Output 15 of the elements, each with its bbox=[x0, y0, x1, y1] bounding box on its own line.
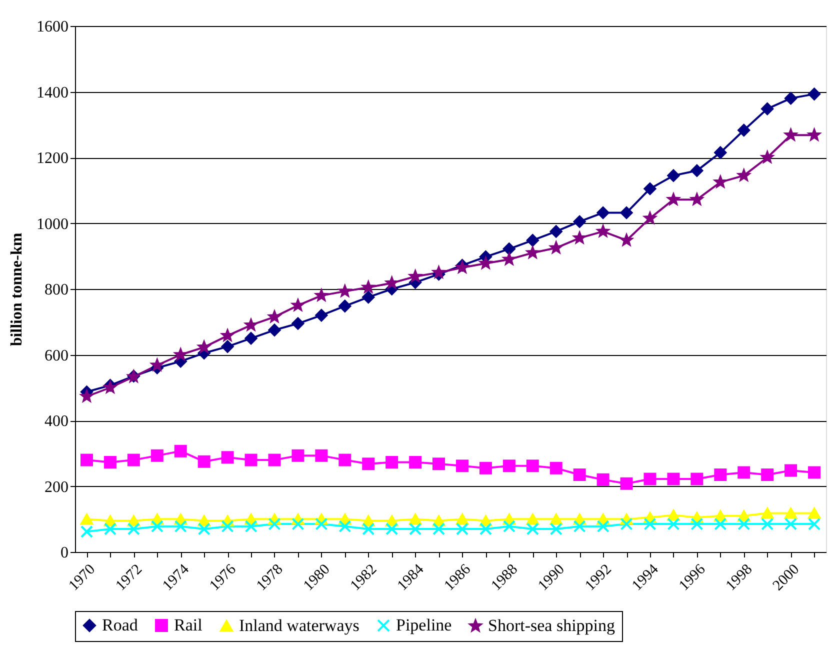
legend-label: Pipeline bbox=[396, 616, 452, 635]
y-axis-title: billion tonne-km bbox=[8, 232, 26, 346]
y-tick-label: 1600 bbox=[36, 18, 68, 36]
legend-label: Road bbox=[102, 616, 138, 635]
y-tick-label: 0 bbox=[60, 544, 68, 562]
y-tick-label: 1400 bbox=[36, 84, 68, 102]
y-tick-label: 1200 bbox=[36, 150, 68, 167]
y-tick-label: 400 bbox=[44, 413, 68, 430]
legend-label: Inland waterways bbox=[239, 616, 360, 635]
y-tick-label: 1000 bbox=[36, 216, 68, 233]
legend-label: Short-sea shipping bbox=[488, 616, 616, 636]
y-tick-label: 800 bbox=[44, 282, 68, 298]
legend-label: Rail bbox=[174, 616, 203, 635]
y-tick-label: 600 bbox=[44, 347, 68, 364]
y-tick-label: 200 bbox=[44, 478, 68, 496]
